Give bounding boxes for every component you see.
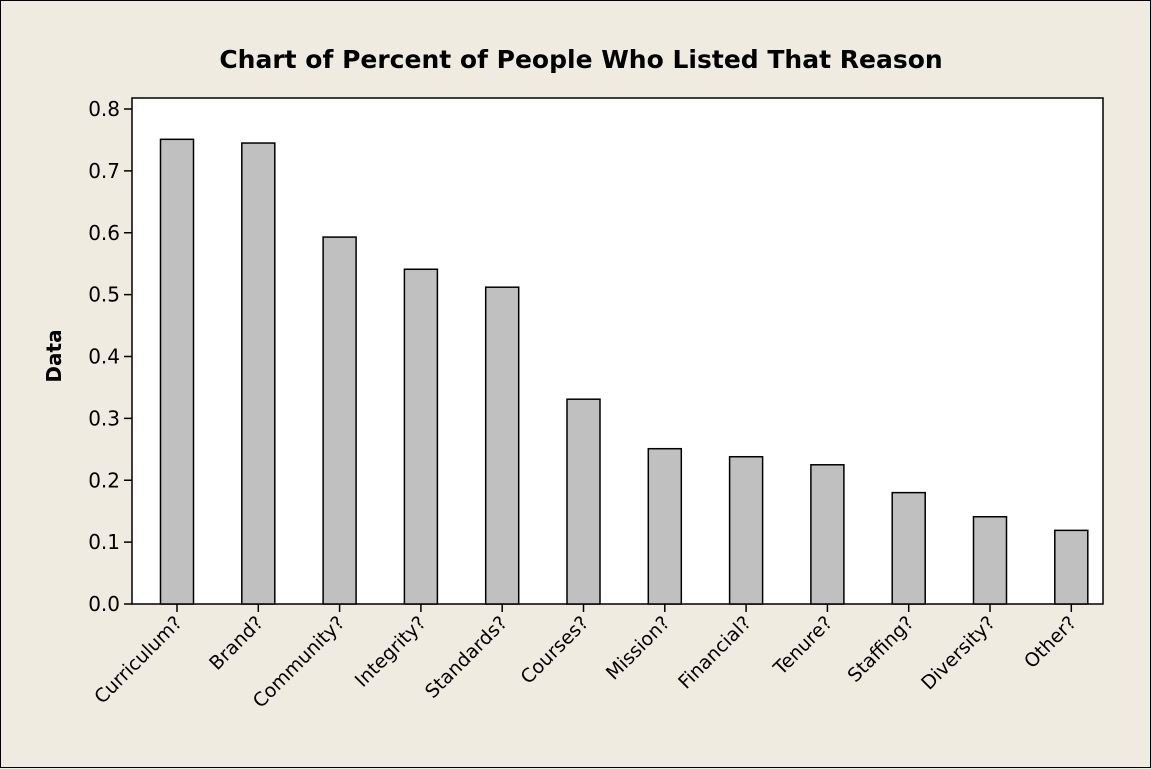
y-tick-label: 0.4: [88, 345, 120, 369]
bar-curriculum: [159, 138, 195, 605]
chart-title: Chart of Percent of People Who Listed Th…: [219, 45, 942, 74]
y-tick-label: 0.8: [88, 97, 120, 121]
y-tick-label: 0.2: [88, 468, 120, 492]
bar-brand: [241, 142, 276, 605]
x-tick-label: Standards?: [421, 612, 512, 703]
bar-other: [1054, 529, 1089, 605]
bar-mission: [647, 447, 683, 605]
x-tick-label: Diversity?: [917, 612, 999, 694]
bar-tenure: [810, 464, 845, 605]
bar-diversity: [972, 516, 1008, 605]
y-tick-label: 0.5: [88, 283, 120, 307]
bar-financial: [728, 455, 764, 605]
bar-courses: [566, 398, 601, 605]
x-tick-label: Other?: [1020, 612, 1081, 673]
bar-standards: [484, 286, 520, 605]
x-axis: Curriculum? Brand?Community? Integrity?Sta…: [90, 604, 1081, 712]
x-tick-label: Courses?: [516, 612, 593, 689]
y-tick-label: 0.0: [88, 592, 120, 616]
bar-integrity: [403, 268, 439, 605]
x-tick-label: Integrity?: [351, 612, 431, 692]
y-tick-label: 0.6: [88, 221, 120, 245]
x-tick-label: Staffing?: [843, 612, 918, 687]
x-tick-label: Curriculum?: [90, 612, 186, 708]
x-tick-label: Tenure?: [769, 612, 837, 680]
y-tick-label: 0.1: [88, 530, 120, 554]
y-tick-label: 0.7: [88, 159, 120, 183]
bar-staffing: [891, 491, 926, 605]
plot-area: [131, 97, 1104, 605]
y-tick-label: 0.3: [88, 406, 120, 430]
bars-group: [159, 138, 1089, 605]
x-tick-label: Mission?: [602, 612, 674, 684]
x-tick-label: Financial?: [674, 612, 756, 694]
x-tick-label: Brand?: [205, 612, 268, 675]
y-axis-label: Data: [42, 329, 66, 382]
y-axis: 0.0 0.1 0.2 0.3 0.4 0.5 0.6 0.7 0.8: [88, 97, 132, 616]
bar-community: [322, 236, 357, 605]
